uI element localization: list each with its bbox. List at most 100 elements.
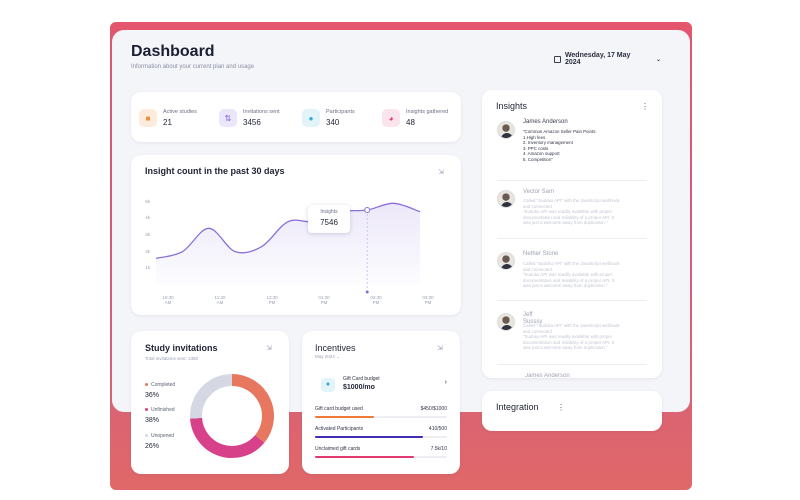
insight-text: Called "Sudoku API" with the JavaScript … <box>523 261 620 288</box>
insight-text: Called "Sudoku API" with the JavaScript … <box>523 198 620 225</box>
expand-icon[interactable]: ⇲ <box>437 345 443 352</box>
avatar <box>497 190 515 208</box>
stat-label: Active studies <box>163 109 197 115</box>
donut-slice-unopened <box>190 374 233 419</box>
x-tick-label: 01:30 PM <box>318 295 330 305</box>
more-options-icon[interactable]: ⋮ <box>557 403 565 412</box>
bar-value: $450/$1000 <box>420 406 447 412</box>
incentive-bar-unclaimed: Unclaimed gift cards 7.5k/10 <box>315 446 447 458</box>
expand-icon[interactable]: ⇲ <box>266 345 272 352</box>
stat-value: 3456 <box>243 118 261 127</box>
study-title: Study invitations <box>145 343 218 353</box>
card-label: Gift Card budget <box>343 376 380 382</box>
chart-tooltip: Insights 7546 <box>308 205 350 233</box>
tooltip-label: Insights <box>320 209 338 215</box>
bar-fill <box>315 416 375 418</box>
legend-label: Completed <box>151 382 176 388</box>
bar-track <box>315 436 447 438</box>
bar-fill <box>315 456 414 458</box>
bar-track <box>315 456 447 458</box>
insights-title: Insights <box>496 101 528 111</box>
insight-author: James Anderson <box>523 119 568 125</box>
stat-participants[interactable]: ● Participants 340 <box>302 104 355 132</box>
y-tick-label: 3k <box>145 232 150 237</box>
donut-slice-completed <box>231 374 274 443</box>
legend-unfinished: Unfinished 38% <box>145 407 175 424</box>
integration-title: Integration <box>496 402 539 412</box>
incentive-bar-activated: Activated Participants 410/500 <box>315 426 447 438</box>
y-tick-label: 2k <box>145 248 150 254</box>
bar-track <box>315 416 447 418</box>
stat-insights-gathered[interactable]: ◕ Insights gathered 48 <box>382 104 448 132</box>
incentives-card <box>302 331 460 474</box>
x-tick-label: 02:30 PM <box>370 295 382 305</box>
document-icon: ■ <box>139 109 157 127</box>
calendar-icon <box>554 55 561 63</box>
stat-invitations-sent[interactable]: ⇅ Invitations sent 3456 <box>219 104 280 132</box>
legend-dot <box>145 434 148 438</box>
divider <box>497 364 647 365</box>
integration-card <box>482 391 662 431</box>
y-tick-label: 1k <box>145 265 150 271</box>
tooltip-value: 7546 <box>320 218 338 227</box>
insight-text: "Common Amazon Seller Pain Points: 1.Hig… <box>523 129 597 162</box>
arrows-icon: ⇅ <box>219 109 237 127</box>
stat-label: Participants <box>326 109 355 115</box>
y-tick-label: 4k <box>145 215 150 221</box>
insight-text: Called "Sudoku API" with the JavaScript … <box>523 323 620 350</box>
legend-completed: Completed 36% <box>145 382 175 399</box>
incentive-bar-gift-budget: Gift card budget used $450/$1000 <box>315 406 447 418</box>
chart-title: Insight count in the past 30 days <box>145 166 285 176</box>
bar-label: Activated Participants <box>315 426 364 432</box>
bar-fill <box>315 436 424 438</box>
legend-pct: 38% <box>145 417 160 424</box>
user-icon: ● <box>302 109 320 127</box>
donut-slice-unfinished <box>190 417 265 458</box>
bar-value: 7.5k/10 <box>430 446 447 452</box>
expand-icon[interactable]: ⇲ <box>438 169 444 176</box>
insight-author: Nether Stone <box>523 251 559 257</box>
avatar <box>497 121 515 139</box>
bar-value: 410/500 <box>428 426 447 432</box>
stat-value: 340 <box>326 118 340 127</box>
legend-dot <box>145 383 148 387</box>
date-label: Wednesday, 17 May 2024 <box>564 52 631 66</box>
incentives-title: Incentives <box>315 343 356 353</box>
stat-value: 21 <box>163 118 172 127</box>
divider <box>497 300 647 301</box>
insight-author: Jeff Susssy <box>523 312 543 325</box>
divider <box>497 238 647 239</box>
stat-label: Insights gathered <box>406 109 449 115</box>
more-options-icon[interactable]: ⋮ <box>641 102 649 111</box>
insights-panel <box>482 90 662 378</box>
legend-label: Unopened <box>151 433 175 439</box>
chevron-down-icon: ⌄ <box>336 354 340 359</box>
period-label: May 2024 <box>315 354 335 359</box>
insight-chart-card <box>131 155 461 315</box>
legend-dot <box>145 408 148 412</box>
avatar <box>497 252 515 270</box>
stat-active-studies[interactable]: ■ Active studies 21 <box>139 104 197 132</box>
card-value: $1000/mo <box>343 384 375 391</box>
x-tick-label: 12:30 PM <box>266 295 278 305</box>
page-title: Dashboard <box>131 43 215 60</box>
study-donut-chart <box>190 374 274 458</box>
user-icon: ● <box>321 378 335 392</box>
insight-author: Vector Sam <box>523 189 555 195</box>
stat-label: Invitations sent <box>243 109 280 115</box>
bar-label: Gift card budget used <box>315 406 363 412</box>
date-picker-button[interactable]: Wednesday, 17 May 2024 ⌄ <box>548 50 661 68</box>
gift-card-budget[interactable]: ● Gift Card budget $1000/mo › <box>315 372 449 398</box>
incentives-period[interactable]: May 2024 ⌄ <box>315 354 340 360</box>
legend-pct: 26% <box>145 443 160 450</box>
legend-pct: 36% <box>145 392 160 399</box>
avatar <box>497 313 515 331</box>
pie-icon: ◕ <box>382 109 400 127</box>
stat-value: 48 <box>406 118 415 127</box>
study-subtitle: Total invitations sent: 1350 <box>145 356 199 361</box>
x-tick-label: 03:30 PM <box>422 295 434 305</box>
stats-card <box>131 92 461 142</box>
divider <box>497 180 647 181</box>
chevron-down-icon: ⌄ <box>655 56 661 63</box>
